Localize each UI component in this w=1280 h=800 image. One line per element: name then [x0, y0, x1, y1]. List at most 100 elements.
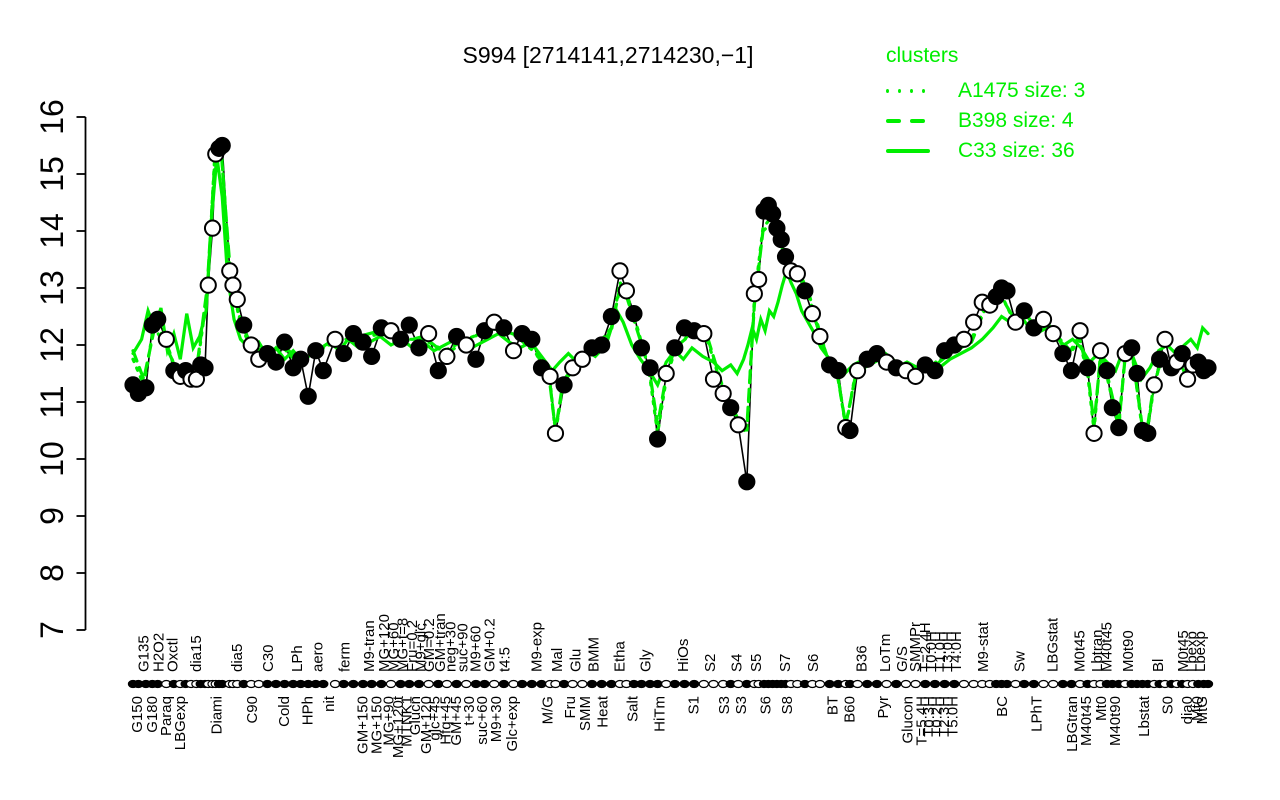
open-marker	[420, 325, 438, 343]
open-marker	[1156, 330, 1174, 348]
filled-marker	[495, 319, 513, 337]
condition-label-bottom: S1	[686, 696, 703, 714]
filled-marker	[1098, 362, 1116, 380]
condition-dot	[661, 679, 672, 689]
open-marker	[611, 262, 629, 280]
legend-label: C33 size: 36	[958, 139, 1075, 162]
condition-label-top: T1.0H	[932, 631, 949, 672]
filled-marker	[149, 310, 167, 328]
filled-marker	[137, 379, 155, 397]
open-marker	[657, 364, 675, 383]
condition-label-top: Oxctl	[164, 638, 181, 672]
legend-item-c33: C33 size: 36	[886, 136, 1085, 166]
condition-label-top: M9-stat	[975, 621, 992, 672]
condition-dot	[679, 679, 690, 689]
open-marker	[1091, 342, 1110, 360]
condition-dot	[470, 679, 482, 689]
filled-marker	[267, 353, 285, 371]
filled-marker	[555, 376, 573, 394]
filled-marker	[926, 362, 944, 380]
condition-label-bottom: S8	[779, 696, 796, 714]
condition-label-bottom: S0	[1160, 696, 1177, 714]
condition-label-top: Gly	[637, 649, 654, 672]
filled-marker	[307, 342, 325, 360]
dotted-line-sample	[886, 89, 934, 93]
condition-label-bottom: MG+90	[380, 696, 397, 746]
condition-label-bottom: HiTm	[651, 696, 668, 732]
condition-dot	[270, 679, 282, 689]
condition-label-bottom: Cold	[276, 696, 293, 727]
condition-dot	[636, 679, 647, 689]
filled-marker	[998, 282, 1016, 300]
filled-marker	[400, 316, 418, 334]
filled-marker	[1079, 359, 1097, 377]
condition-dot	[939, 679, 950, 689]
condition-label-bottom: T5.0H	[945, 696, 962, 737]
y-tick-label: 13	[34, 270, 70, 306]
filled-marker	[641, 359, 659, 377]
open-marker	[617, 282, 636, 300]
condition-label-top: T4:0H	[948, 631, 965, 672]
condition-label-bottom: B60	[842, 696, 859, 723]
condition-dot	[1047, 679, 1059, 689]
open-marker	[541, 367, 559, 385]
y-axis: 7 8 9 10 11 12 13 14 15 16	[34, 99, 87, 639]
condition-dot	[1057, 679, 1069, 689]
filled-marker	[410, 339, 428, 357]
condition-dot	[1028, 679, 1040, 689]
condition-dot	[698, 679, 710, 689]
condition-label-top: t4:5	[496, 647, 513, 672]
condition-dot	[862, 679, 873, 689]
condition-dot	[1018, 679, 1030, 689]
open-marker	[1071, 322, 1089, 340]
condition-dot	[508, 679, 519, 689]
filled-marker	[523, 330, 541, 348]
condition-label-top: aero	[309, 642, 326, 672]
filled-marker	[354, 333, 372, 351]
condition-label-top: BMM	[586, 637, 603, 672]
condition-label-bottom: Glucn	[407, 696, 424, 735]
open-marker	[546, 424, 565, 442]
filled-marker	[1062, 362, 1081, 380]
condition-dot	[536, 679, 547, 689]
y-tick-label: 7	[34, 621, 70, 639]
condition-dot	[881, 679, 892, 689]
filled-marker	[722, 399, 740, 417]
condition-label-top: T0:0H	[923, 631, 940, 672]
condition-dot	[489, 679, 500, 689]
condition-label-bottom: LBGtran	[1064, 696, 1081, 752]
condition-label-bottom: MG+120t	[390, 695, 407, 758]
condition-dot	[852, 679, 863, 689]
condition-dot	[423, 679, 434, 689]
condition-dot	[814, 679, 826, 689]
y-tick-label: 12	[34, 327, 70, 363]
condition-dot	[1066, 679, 1077, 689]
condition-label-bottom: M9+30	[488, 696, 505, 742]
condition-label-bottom: M/G	[539, 696, 556, 724]
condition-label-top: M40t45	[1098, 622, 1115, 672]
filled-marker	[1199, 359, 1217, 377]
condition-label-bottom: GM+120	[418, 696, 435, 754]
condition-dot	[1010, 679, 1021, 689]
open-marker	[1145, 376, 1163, 394]
condition-label-top: LPh	[289, 645, 306, 672]
filled-marker	[593, 336, 611, 354]
y-tick-label: 8	[34, 564, 70, 582]
condition-label-top: MG+t=8	[394, 618, 411, 672]
open-marker	[788, 265, 806, 283]
condition-label-bottom: Heat	[594, 695, 611, 728]
y-tick-label: 15	[34, 156, 70, 192]
condition-dot	[900, 679, 912, 689]
condition-dot	[910, 679, 921, 689]
condition-label-bottom: LBGexp	[172, 696, 189, 750]
condition-dot	[413, 679, 425, 689]
open-marker	[1178, 370, 1197, 388]
condition-label-bottom: MTNK1	[399, 696, 416, 747]
condition-label-top: S4	[729, 654, 746, 672]
legend-label: B398 size: 4	[958, 109, 1074, 132]
condition-dot	[929, 679, 941, 689]
filled-marker	[632, 339, 651, 357]
filled-marker	[776, 248, 795, 266]
